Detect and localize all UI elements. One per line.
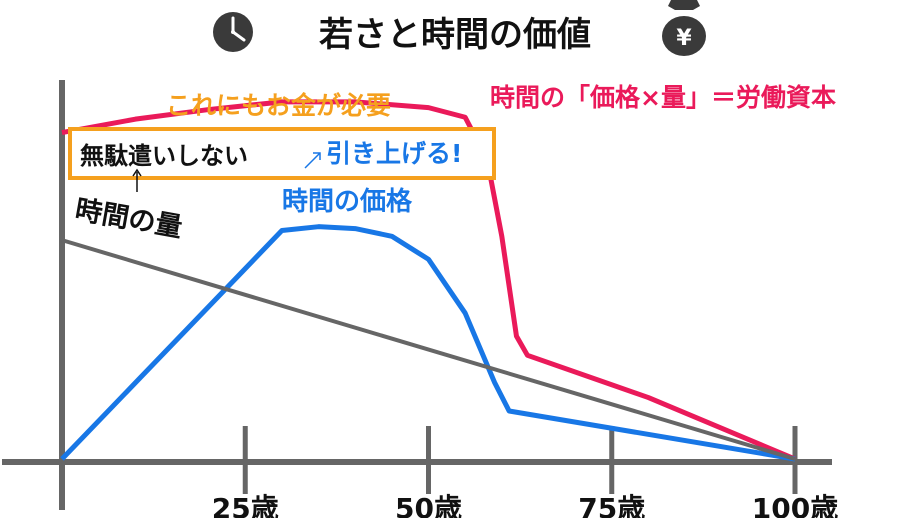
time-amount-line: [61, 238, 796, 461]
x-tick-label: 75歳: [578, 492, 645, 518]
labor-capital-line: [61, 99, 796, 462]
clock-icon: [213, 12, 253, 52]
money-bag-yen-icon: ¥: [662, 0, 706, 56]
small-blue-arrow: [304, 152, 321, 169]
x-tick-label: 25歳: [212, 492, 279, 518]
labor-capital-label: 時間の「価格×量」＝労働資本: [490, 83, 836, 112]
yen-symbol: ¥: [676, 26, 692, 51]
page-title: 若さと時間の価値: [319, 15, 591, 55]
time-amount-label: 時間の量: [73, 194, 185, 243]
x-tick-label: 100歳: [752, 492, 838, 518]
x-tick-label: 50歳: [395, 492, 462, 518]
box-right-label: 引き上げる!: [326, 139, 462, 168]
orange-annotation: これにもお金が必要: [166, 91, 391, 120]
time-price-line: [60, 224, 796, 462]
x-axis-ticks: 25歳 50歳 75歳 100歳: [212, 426, 838, 518]
box-left-label: 無駄遣いしない: [80, 142, 248, 170]
annotation-box: [68, 127, 496, 180]
time-price-label: 時間の価格: [282, 186, 413, 217]
small-up-arrow: [132, 168, 142, 192]
